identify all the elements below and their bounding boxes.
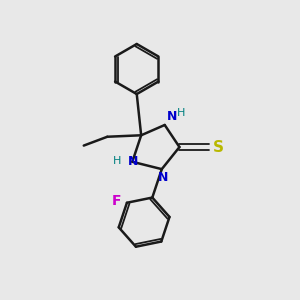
Text: N: N	[158, 171, 168, 184]
Text: N: N	[128, 155, 138, 168]
Text: N: N	[167, 110, 177, 123]
Text: H: H	[176, 109, 185, 118]
Text: S: S	[213, 140, 224, 154]
Text: F: F	[112, 194, 122, 208]
Text: H: H	[113, 156, 121, 166]
